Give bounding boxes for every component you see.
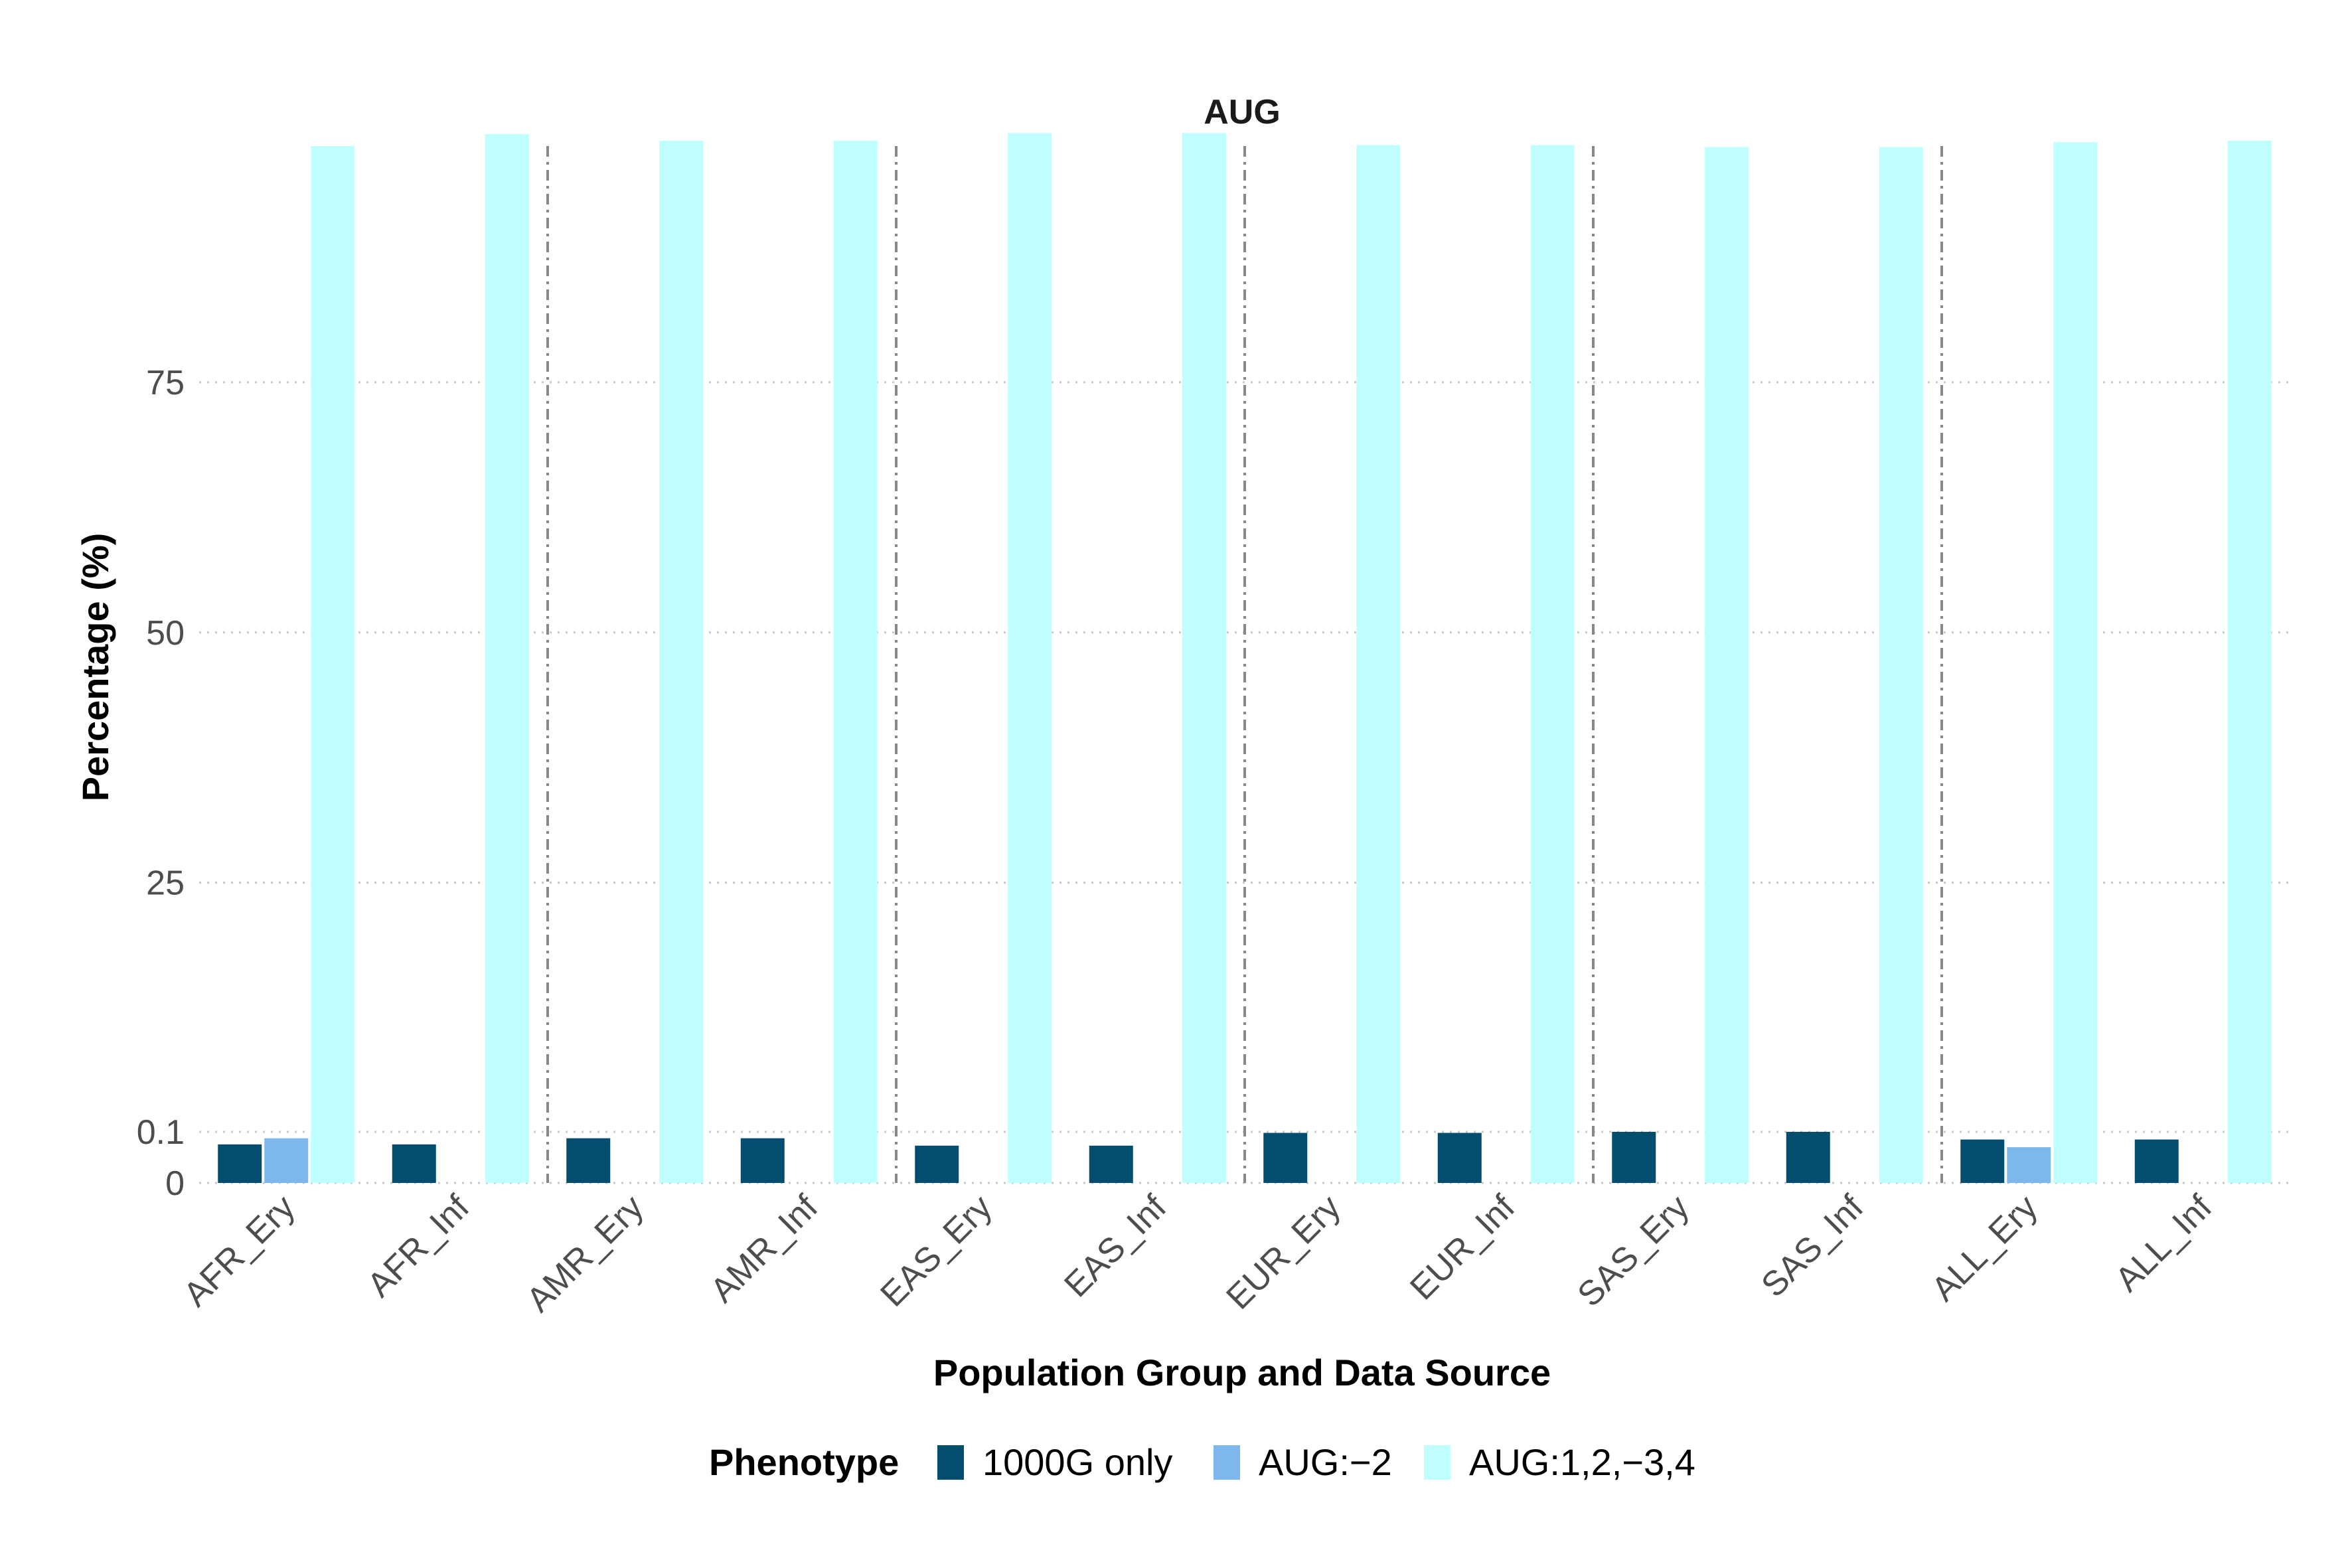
x-tick-label: SAS_Inf (1754, 1188, 1871, 1304)
bar-ALL_Ery-3 (2053, 142, 2098, 1183)
bar-AFR_Ery-1 (218, 1144, 262, 1183)
bar-AFR_Ery-3 (311, 146, 355, 1183)
x-tick-label: EUR_Ery (1219, 1188, 1348, 1316)
y-tick-label: 0.1 (137, 1113, 185, 1152)
x-tick-label: ALL_Inf (2108, 1188, 2219, 1299)
bar-ALL_Inf-1 (2134, 1139, 2179, 1183)
chart-title: AUG (1204, 93, 1281, 131)
y-tick-label: 0 (165, 1164, 185, 1203)
bars (218, 133, 2272, 1184)
bar-EAS_Inf-3 (1182, 133, 1226, 1183)
legend-label-1: 1000G only (982, 1441, 1172, 1483)
bar-ALL_Inf-3 (2227, 140, 2272, 1183)
y-tick-label: 75 (146, 364, 185, 402)
bar-AMR_Ery-1 (566, 1138, 611, 1183)
x-tick-label: SAS_Ery (1571, 1188, 1697, 1314)
y-tick-label: 50 (146, 614, 185, 653)
bar-EUR_Inf-1 (1437, 1133, 1482, 1183)
x-tick-label: EUR_Inf (1403, 1188, 1522, 1307)
x-tick-label: ALL_Ery (1924, 1188, 2045, 1308)
x-tick-label: AMR_Ery (519, 1188, 651, 1319)
x-axis-ticks: AFR_Ery AFR_Inf AMR_Ery AMR_Inf EAS_Ery EAS_I… (177, 1188, 2220, 1320)
x-tick-label: AFR_Inf (360, 1188, 477, 1304)
bar-AMR_Inf-1 (740, 1138, 785, 1183)
x-tick-label: EAS_Ery (874, 1188, 1000, 1314)
bar-AMR_Inf-3 (833, 140, 878, 1183)
bar-ALL_Ery-2 (2007, 1147, 2051, 1183)
legend-label-2: AUG:−2 (1259, 1441, 1392, 1483)
legend-title: Phenotype (709, 1441, 899, 1483)
group-separators (546, 146, 1943, 1183)
legend: Phenotype 1000G only AUG:−2 AUG:1,2,−3,4 (709, 1441, 1695, 1483)
legend-label-3: AUG:1,2,−3,4 (1469, 1441, 1695, 1483)
x-tick-label: AFR_Ery (177, 1188, 303, 1314)
bar-ALL_Ery-1 (1960, 1139, 2005, 1183)
bar-AFR_Inf-3 (485, 134, 529, 1183)
bar-SAS_Inf-3 (1879, 147, 1923, 1184)
bar-EAS_Inf-1 (1089, 1145, 1133, 1183)
legend-key-3 (1424, 1445, 1450, 1480)
y-tick-label: 25 (146, 864, 185, 903)
x-tick-label: AMR_Inf (703, 1188, 825, 1310)
bar-AMR_Ery-3 (659, 140, 704, 1183)
x-axis-title: Population Group and Data Source (933, 1352, 1551, 1393)
x-tick-label: EAS_Inf (1057, 1188, 1174, 1304)
legend-key-2 (1214, 1445, 1240, 1480)
bar-EUR_Inf-3 (1530, 145, 1575, 1183)
bar-SAS_Inf-1 (1786, 1131, 1830, 1183)
bar-SAS_Ery-3 (1705, 147, 1749, 1184)
bar-EUR_Ery-1 (1263, 1133, 1308, 1183)
legend-key-1 (937, 1445, 964, 1480)
bar-EAS_Ery-1 (915, 1145, 959, 1183)
bar-EAS_Ery-3 (1008, 133, 1052, 1183)
bar-EUR_Ery-3 (1356, 145, 1401, 1183)
bar-AFR_Ery-2 (264, 1138, 309, 1183)
y-axis-ticks: 0 0.1 25 50 75 (137, 364, 185, 1203)
y-axis-title: Percentage (%) (74, 533, 116, 802)
bar-AFR_Inf-1 (392, 1144, 436, 1183)
bar-SAS_Ery-1 (1612, 1131, 1656, 1183)
